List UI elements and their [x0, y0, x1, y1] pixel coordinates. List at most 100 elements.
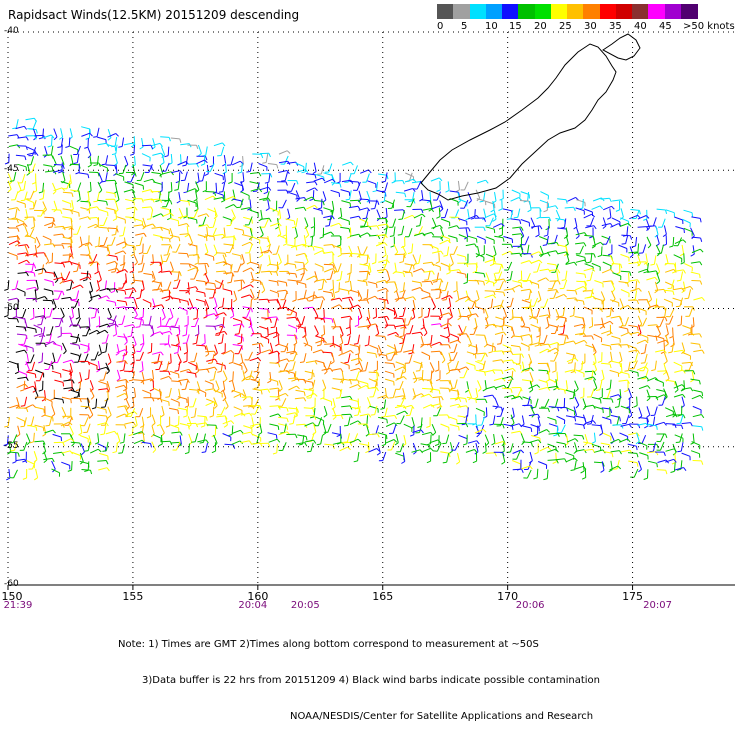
wind-barb-tick: [26, 146, 27, 150]
wind-barb: [453, 352, 457, 360]
wind-barb: [358, 452, 359, 461]
wind-barb-tick: [476, 314, 478, 317]
wind-barb-tick: [332, 216, 334, 219]
wind-barb: [70, 426, 74, 434]
wind-barb-tick: [90, 415, 93, 418]
wind-barb: [674, 370, 683, 372]
wind-barb: [367, 324, 376, 326]
wind-barb: [367, 271, 368, 280]
wind-barb: [27, 327, 36, 329]
wind-barb: [682, 343, 685, 352]
wind-barb: [198, 214, 207, 217]
wind-barb: [495, 317, 504, 320]
wind-barb: [329, 164, 332, 173]
wind-barb: [289, 386, 297, 390]
wind-barb: [638, 227, 647, 228]
wind-barb: [395, 272, 404, 273]
wind-barb: [34, 433, 35, 442]
wind-barb: [455, 380, 457, 389]
wind-barb: [126, 399, 130, 407]
wind-barb: [250, 199, 251, 208]
wind-barb: [476, 443, 478, 452]
wind-barb: [440, 240, 448, 244]
wind-barb: [85, 417, 89, 425]
wind-barb: [655, 350, 664, 352]
wind-barb: [603, 262, 611, 266]
wind-barb: [486, 344, 495, 347]
wind-barb: [350, 290, 359, 293]
wind-barb-tick: [93, 201, 97, 202]
wind-barb: [485, 435, 489, 443]
wind-barb: [428, 271, 430, 280]
wind-barb: [332, 369, 341, 371]
wind-barb: [153, 182, 162, 184]
wind-barb: [494, 236, 503, 237]
wind-barb-tick: [450, 296, 453, 299]
wind-barb-tick: [252, 308, 253, 312]
wind-barb: [394, 318, 403, 319]
wind-barb: [458, 181, 459, 190]
wind-barb: [511, 431, 520, 433]
wind-barb: [582, 361, 583, 370]
wind-barb: [295, 371, 296, 380]
wind-barb-tick: [337, 435, 341, 437]
wind-barb: [422, 388, 431, 389]
wind-barb: [404, 215, 412, 219]
wind-barb: [431, 178, 439, 181]
wind-barb: [666, 424, 675, 425]
wind-barb: [106, 300, 115, 302]
wind-barb: [116, 443, 117, 452]
wind-barb-tick: [250, 281, 253, 283]
wind-barb-tick: [398, 235, 402, 236]
wind-barb-tick: [345, 282, 349, 283]
wind-barb-tick: [490, 264, 494, 266]
wind-barb-tick: [351, 380, 352, 384]
wind-barb: [359, 381, 368, 384]
wind-barb: [350, 253, 359, 254]
wind-barb-tick: [600, 206, 603, 209]
wind-barb: [547, 449, 556, 452]
wind-barb: [341, 253, 350, 254]
wind-barb-tick: [247, 262, 251, 264]
wind-barb-tick: [44, 409, 45, 413]
wind-barb-tick: [629, 424, 631, 427]
wind-barb: [62, 451, 71, 453]
wind-barb: [214, 245, 217, 253]
wind-barb: [161, 262, 162, 271]
wind-barb: [610, 380, 611, 389]
wind-barb-tick: [125, 291, 126, 295]
wind-barb-tick: [344, 362, 348, 363]
wind-barb: [630, 309, 639, 310]
wind-barb: [383, 452, 386, 461]
wind-barb: [396, 362, 404, 365]
wind-barb: [224, 228, 225, 237]
wind-barb-tick: [215, 317, 218, 320]
wind-barb: [545, 299, 548, 307]
wind-barb-tick: [607, 218, 611, 220]
wind-barb-tick: [283, 235, 287, 237]
wind-barb: [620, 223, 628, 226]
wind-barb-tick: [180, 139, 181, 143]
wind-barb-tick: [249, 441, 251, 444]
wind-barb-tick: [700, 249, 703, 252]
wind-barb: [432, 218, 436, 226]
wind-barb: [348, 354, 350, 363]
wind-barb: [58, 354, 62, 362]
wind-barb: [242, 163, 243, 172]
wind-barb: [665, 408, 673, 412]
wind-barb: [249, 244, 252, 253]
wind-barb: [430, 362, 434, 370]
wind-barb: [350, 421, 358, 425]
wind-barb-tick: [306, 235, 309, 238]
wind-barb: [555, 399, 557, 408]
wind-barb: [566, 390, 575, 393]
wind-barb: [359, 444, 368, 446]
wind-barb-tick: [113, 334, 117, 336]
wind-barb-tick: [234, 300, 237, 302]
wind-barb: [359, 345, 360, 354]
wind-barb: [565, 207, 574, 208]
wind-barb-tick: [250, 295, 253, 298]
wind-barb: [653, 417, 654, 426]
wind-barb: [122, 280, 126, 288]
wind-barb: [221, 363, 222, 372]
